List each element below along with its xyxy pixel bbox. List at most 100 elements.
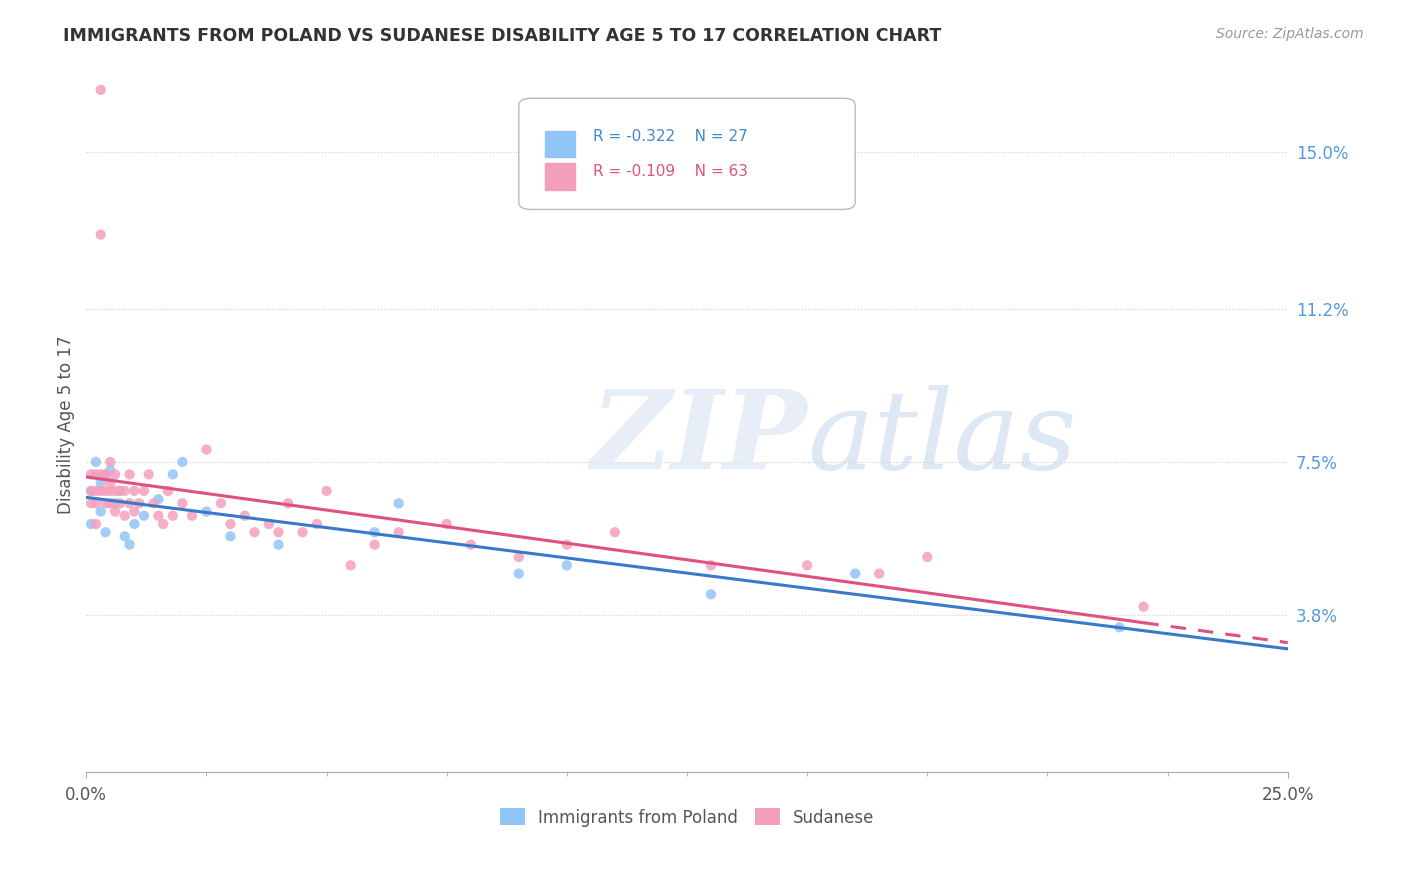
Point [90,475,112,490]
Text: IMMIGRANTS FROM POLAND VS SUDANESE DISABILITY AGE 5 TO 17 CORRELATION CHART: IMMIGRANTS FROM POLAND VS SUDANESE DISAB… [63,27,942,45]
Point [80,467,103,482]
Point [98,463,121,477]
Point [114,529,136,543]
Point [796,558,818,573]
Point [104,505,127,519]
Point [108,483,131,498]
Point [114,508,136,523]
Point [98,483,121,498]
Point [108,483,131,498]
Point [138,467,160,482]
Point [305,516,328,531]
Point [195,442,218,457]
Point [80,496,103,510]
Point [98,496,121,510]
Point [118,467,141,482]
Point [132,483,155,498]
Point [267,538,290,552]
Point [94,496,117,510]
Point [172,455,194,469]
Point [148,508,170,523]
Point [209,496,232,510]
FancyBboxPatch shape [519,98,855,210]
Text: R = -0.322    N = 27: R = -0.322 N = 27 [593,129,748,144]
Point [128,496,150,510]
Point [700,558,723,573]
Point [104,483,127,498]
Point [94,525,117,540]
Point [84,455,107,469]
Point [84,496,107,510]
Point [172,496,194,510]
Bar [546,130,575,157]
Point [94,467,117,482]
Point [124,505,146,519]
Point [118,496,141,510]
Point [80,516,103,531]
Point [142,496,165,510]
Point [219,516,242,531]
Text: R = -0.109    N = 63: R = -0.109 N = 63 [593,164,748,179]
Point [90,227,112,242]
Text: atlas: atlas [807,384,1077,492]
Point [104,467,127,482]
Point [339,558,361,573]
Point [98,455,121,469]
Point [90,467,112,482]
Point [162,508,184,523]
Point [94,483,117,498]
Y-axis label: Disability Age 5 to 17: Disability Age 5 to 17 [58,335,75,514]
Point [555,558,578,573]
Point [80,483,103,498]
Point [508,566,530,581]
Point [80,483,103,498]
Point [243,525,266,540]
Point [917,549,939,564]
Point [291,525,314,540]
Point [603,525,626,540]
Point [195,505,218,519]
Point [267,525,290,540]
Point [90,83,112,97]
Point [844,566,866,581]
Point [148,492,170,507]
Point [555,538,578,552]
Point [700,587,723,601]
Point [181,508,204,523]
Point [108,496,131,510]
Point [233,508,256,523]
Point [90,483,112,498]
Point [436,516,458,531]
Point [868,566,890,581]
Text: ZIP: ZIP [591,384,807,492]
Point [124,516,146,531]
Point [508,549,530,564]
Point [315,483,337,498]
Point [94,467,117,482]
Point [219,529,242,543]
Point [363,525,385,540]
Point [90,505,112,519]
Point [460,538,482,552]
Point [124,483,146,498]
Point [118,538,141,552]
Point [388,525,411,540]
Point [132,508,155,523]
Point [84,483,107,498]
Point [156,483,179,498]
Point [84,467,107,482]
Bar [546,163,575,190]
Point [114,483,136,498]
Point [277,496,299,510]
Point [104,496,127,510]
Point [152,516,174,531]
Point [388,496,411,510]
Point [98,475,121,490]
Point [363,538,385,552]
Point [1108,620,1130,634]
Point [162,467,184,482]
Legend: Immigrants from Poland, Sudanese: Immigrants from Poland, Sudanese [494,802,882,833]
Point [1132,599,1154,614]
Text: Source: ZipAtlas.com: Source: ZipAtlas.com [1216,27,1364,41]
Point [84,516,107,531]
